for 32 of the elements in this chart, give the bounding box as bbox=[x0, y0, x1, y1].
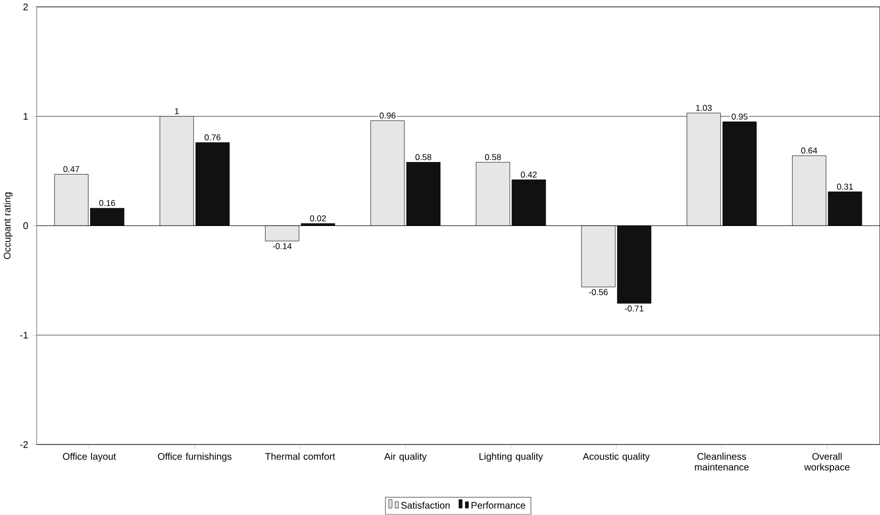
y-tick-label: 1 bbox=[24, 113, 28, 120]
legend-label: Performance bbox=[472, 502, 526, 509]
x-tick-label: Air quality bbox=[384, 452, 427, 462]
data-label: 0.02 bbox=[310, 216, 326, 222]
data-label: -0.14 bbox=[272, 243, 292, 250]
x-tick-label: Thermal comfort bbox=[265, 452, 336, 460]
data-label: 0.76 bbox=[204, 134, 220, 141]
y-axis-title: Occupant rating bbox=[4, 192, 12, 260]
data-label: 0.47 bbox=[63, 166, 80, 172]
data-label: 0.42 bbox=[520, 172, 537, 178]
x-tick-label: Office layout bbox=[62, 452, 116, 462]
x-tick-label: Lighting quality bbox=[479, 452, 544, 462]
data-label: 0.96 bbox=[380, 112, 396, 119]
x-tick-label: Acoustic quality bbox=[582, 452, 650, 462]
data-label: 0.58 bbox=[415, 154, 432, 160]
data-label: 0.64 bbox=[801, 148, 818, 154]
x-tick-label: Office furnishings bbox=[158, 452, 232, 462]
data-label: 0.95 bbox=[732, 114, 748, 120]
data-label: 1.03 bbox=[696, 105, 712, 112]
y-tick-label: -1 bbox=[20, 332, 28, 339]
data-label: -0.71 bbox=[624, 306, 644, 312]
x-tick-label: Cleanliness maintenance bbox=[694, 452, 749, 471]
data-label: 0.31 bbox=[837, 184, 853, 190]
data-label: 0.16 bbox=[99, 200, 116, 206]
data-label: 1 bbox=[175, 108, 179, 114]
legend-label: Satisfaction bbox=[401, 502, 450, 509]
y-tick-label: 0 bbox=[23, 222, 28, 230]
y-tick-label: 2 bbox=[23, 4, 28, 10]
data-label: -0.56 bbox=[589, 289, 608, 296]
y-tick-label: -2 bbox=[20, 441, 28, 448]
x-tick-label: Overall workspace bbox=[804, 452, 850, 473]
data-label: 0.58 bbox=[485, 154, 501, 160]
